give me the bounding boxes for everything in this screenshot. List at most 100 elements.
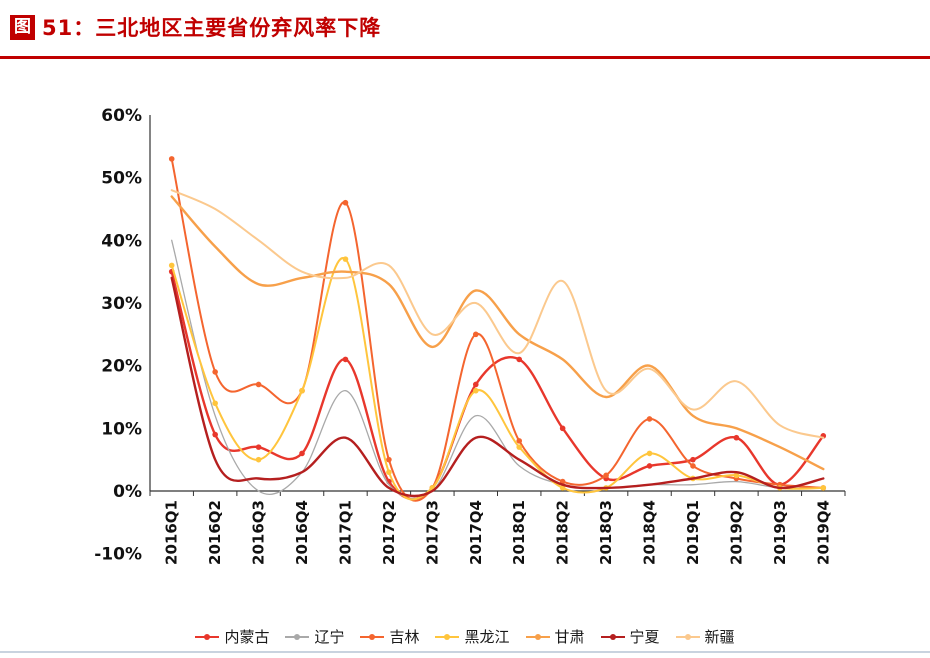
legend-item-1: 辽宁 <box>285 626 344 647</box>
data-point-marker <box>168 262 175 269</box>
data-point-marker <box>516 444 523 450</box>
x-axis-label: 2017Q3 <box>423 500 441 565</box>
data-point-marker <box>559 485 566 491</box>
legend-label: 黑龙江 <box>464 628 510 646</box>
data-point-marker <box>603 472 609 479</box>
chart-legend: 内蒙古 辽宁 吉林 黑龙江 甘肃 宁夏 新疆 <box>0 626 930 647</box>
legend-marker-dot <box>294 633 301 640</box>
figure-badge: 图 <box>10 14 35 40</box>
data-point-marker <box>516 438 523 444</box>
data-point-marker <box>255 456 262 463</box>
legend-swatch <box>675 633 700 640</box>
legend-swatch <box>360 633 385 640</box>
data-point-marker <box>386 469 392 476</box>
legend-swatch <box>285 633 310 640</box>
data-point-marker <box>299 387 305 394</box>
series-line-5 <box>170 276 825 498</box>
data-point-marker <box>733 472 740 479</box>
legend-marker-dot <box>684 633 691 640</box>
legend-item-2: 吉林 <box>360 626 419 647</box>
data-point-marker <box>255 444 262 450</box>
legend-label: 甘肃 <box>554 628 585 646</box>
x-axis-label: 2018Q2 <box>554 500 572 565</box>
y-axis-label: 20% <box>101 357 142 377</box>
data-point-marker <box>299 450 305 457</box>
figure-title: 51：三北地区主要省份弃风率下降 <box>42 16 382 40</box>
curtailment-chart: 60% 50% 40% 30% 20% 10% 0% -10% 2016Q1 2016Q2 2016… <box>94 106 846 565</box>
x-axis-label: 2018Q3 <box>597 500 615 565</box>
y-axis-label: 40% <box>101 231 142 251</box>
title-divider <box>0 56 930 59</box>
x-axis-label: 2017Q1 <box>336 500 354 565</box>
footer-divider <box>0 651 930 653</box>
series-markers-3 <box>168 256 827 491</box>
data-point-marker <box>342 199 349 206</box>
data-point-marker <box>646 463 653 469</box>
legend-marker-dot <box>444 633 451 640</box>
legend-swatch <box>435 633 460 640</box>
legend-swatch <box>600 633 625 640</box>
legend-marker-dot <box>534 633 541 640</box>
x-axis-label: 2019Q3 <box>771 500 789 565</box>
legend-marker-dot <box>204 633 211 640</box>
legend-item-4: 甘肃 <box>525 626 585 647</box>
legend-swatch <box>195 633 220 640</box>
data-point-marker <box>168 156 175 162</box>
x-axis-label: 2018Q1 <box>510 500 528 565</box>
x-axis-label: 2016Q3 <box>250 500 268 565</box>
series-line-0 <box>170 270 825 501</box>
x-axis-label: 2019Q4 <box>814 500 832 565</box>
data-point-marker <box>472 331 479 338</box>
data-point-marker <box>820 485 827 491</box>
y-axis-label: 50% <box>101 169 142 189</box>
y-axis-label: 30% <box>101 294 142 314</box>
data-point-marker <box>516 356 523 363</box>
legend-label: 辽宁 <box>314 628 345 646</box>
y-axis-label: -10% <box>94 545 142 565</box>
data-point-marker <box>472 381 479 388</box>
data-point-marker <box>733 434 740 441</box>
data-point-marker <box>342 356 349 363</box>
legend-item-5: 宁夏 <box>600 626 660 647</box>
x-axis-label: 2016Q2 <box>206 500 224 565</box>
x-axis-label: 2017Q4 <box>467 500 485 565</box>
x-axis-label: 2018Q4 <box>641 500 659 565</box>
data-point-marker <box>646 450 653 457</box>
legend-marker-dot <box>609 633 616 640</box>
x-axis-label: 2019Q1 <box>684 500 702 565</box>
data-point-marker <box>212 369 218 375</box>
legend-item-6: 新疆 <box>675 626 735 647</box>
data-point-marker <box>255 381 262 388</box>
data-point-marker <box>386 456 392 463</box>
y-axis-label: 60% <box>101 106 142 126</box>
legend-label: 新疆 <box>704 628 735 646</box>
x-axis-label: 2016Q1 <box>163 500 181 565</box>
y-axis-label: 0% <box>113 482 142 502</box>
legend-label: 内蒙古 <box>224 628 270 646</box>
legend-item-3: 黑龙江 <box>435 626 510 647</box>
series-line-1 <box>171 239 824 500</box>
legend-item-0: 内蒙古 <box>195 626 269 647</box>
data-point-marker <box>472 387 479 394</box>
series-line-6 <box>170 189 825 439</box>
data-point-marker <box>690 456 696 463</box>
y-axis-label: 10% <box>101 419 142 439</box>
data-point-marker <box>559 425 566 432</box>
data-point-marker <box>646 416 653 422</box>
data-point-marker <box>212 400 218 407</box>
series-line-2 <box>170 157 825 502</box>
series-markers-2 <box>168 156 827 491</box>
data-point-marker <box>212 431 218 438</box>
series-markers-0 <box>168 268 827 491</box>
legend-label: 宁夏 <box>629 628 660 646</box>
data-point-marker <box>342 256 349 262</box>
x-axis-label: 2019Q2 <box>727 500 745 565</box>
data-point-marker <box>690 463 696 469</box>
legend-label: 吉林 <box>389 628 420 646</box>
figure-header: 图 51：三北地区主要省份弃风率下降 <box>10 12 381 42</box>
legend-swatch <box>525 633 550 640</box>
x-axis-label: 2017Q2 <box>380 500 398 565</box>
legend-marker-dot <box>369 633 376 640</box>
x-axis-label: 2016Q4 <box>293 500 311 565</box>
series-line-4 <box>170 195 825 471</box>
